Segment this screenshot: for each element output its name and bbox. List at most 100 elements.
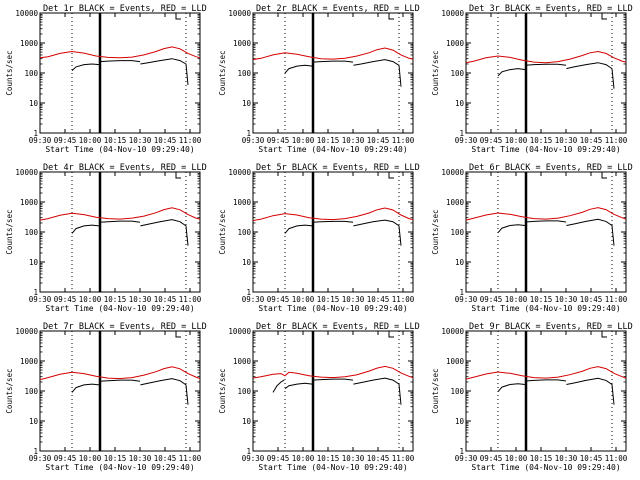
y-axis-label: Counts/sec — [5, 50, 14, 95]
y-tick-label: 100 — [237, 228, 251, 237]
y-tick-label: 1000 — [233, 357, 252, 366]
y-tick-label: 1 — [459, 288, 464, 297]
x-axis-label: Start Time (04-Nov-10 09:29:40) — [45, 463, 194, 472]
x-axis-label: Start Time (04-Nov-10 09:29:40) — [45, 304, 194, 313]
y-tick-label: 1000 — [20, 39, 39, 48]
x-tick-label: 09:45 — [54, 454, 77, 463]
x-tick-label: 11:00 — [605, 454, 628, 463]
events-series-line — [353, 59, 402, 87]
y-tick-label: 10000 — [228, 327, 251, 336]
x-tick-label: 10:30 — [342, 295, 365, 304]
y-tick-label: 10000 — [15, 9, 38, 18]
chart-title: Det 4r BLACK = Events, RED = LLD — [43, 163, 207, 173]
x-tick-label: 10:15 — [317, 136, 340, 145]
x-tick-label: 10:15 — [104, 295, 127, 304]
lld-series-line — [39, 207, 201, 221]
corner-bracket-mark — [175, 172, 181, 179]
events-series-line — [71, 383, 100, 393]
events-series-line — [353, 377, 402, 405]
x-tick-label: 10:00 — [505, 295, 528, 304]
corner-bracket-mark — [601, 331, 607, 338]
events-series-line — [140, 378, 189, 405]
y-tick-label: 1 — [459, 129, 464, 138]
y-tick-label: 10 — [29, 417, 39, 426]
y-axis-label: Counts/sec — [431, 209, 440, 254]
lld-series-line — [39, 366, 201, 381]
y-axis-label: Counts/sec — [218, 50, 227, 95]
x-tick-label: 09:30 — [29, 136, 52, 145]
x-tick-label: 11:00 — [605, 295, 628, 304]
chart-panel-7: Det 7r BLACK = Events, RED = LLD 09:30 09:… — [5, 322, 207, 472]
x-tick-label: 10:00 — [79, 454, 102, 463]
x-tick-label: 09:30 — [242, 136, 265, 145]
events-series-line — [284, 224, 313, 234]
y-tick-label: 1000 — [20, 357, 39, 366]
y-axis-label: Counts/sec — [5, 368, 14, 413]
y-tick-label: 1 — [33, 447, 38, 456]
chart-panel-1: Det 1r BLACK = Events, RED = LLD 09:30 09:… — [5, 4, 207, 154]
chart-panel-8: Det 8r BLACK = Events, RED = LLD 09:30 09:… — [218, 322, 420, 472]
events-series-line — [99, 60, 141, 63]
events-series-line — [525, 379, 567, 382]
x-tick-label: 10:00 — [505, 454, 528, 463]
y-tick-label: 1 — [459, 447, 464, 456]
x-tick-label: 10:45 — [367, 136, 390, 145]
x-tick-label: 09:30 — [29, 295, 52, 304]
events-series-line — [566, 62, 615, 89]
events-series-line — [99, 379, 141, 382]
y-tick-label: 100 — [24, 69, 38, 78]
x-tick-label: 10:15 — [530, 136, 553, 145]
y-tick-label: 10000 — [441, 9, 464, 18]
chart-panel-4: Det 4r BLACK = Events, RED = LLD 09:30 09:… — [5, 163, 207, 313]
y-tick-label: 1 — [33, 129, 38, 138]
chart-title: Det 1r BLACK = Events, RED = LLD — [43, 4, 207, 14]
y-tick-label: 10000 — [15, 168, 38, 177]
x-tick-label: 09:45 — [54, 295, 77, 304]
x-tick-label: 09:30 — [29, 454, 52, 463]
y-tick-label: 10 — [455, 258, 465, 267]
x-tick-label: 10:15 — [104, 454, 127, 463]
x-tick-label: 10:00 — [292, 295, 315, 304]
corner-bracket-mark — [175, 13, 181, 20]
x-tick-label: 10:00 — [292, 454, 315, 463]
x-tick-label: 10:45 — [367, 295, 390, 304]
y-tick-label: 10000 — [441, 168, 464, 177]
y-tick-label: 100 — [450, 228, 464, 237]
y-tick-label: 1 — [246, 129, 251, 138]
x-tick-label: 10:15 — [317, 295, 340, 304]
corner-bracket-mark — [388, 172, 394, 179]
events-series-line — [71, 224, 100, 234]
y-tick-label: 10 — [242, 258, 252, 267]
corner-bracket-mark — [388, 13, 394, 20]
x-axis-label: Start Time (04-Nov-10 09:29:40) — [471, 463, 620, 472]
x-tick-label: 11:00 — [392, 295, 415, 304]
lld-series-line — [465, 366, 627, 380]
chart-title: Det 6r BLACK = Events, RED = LLD — [469, 163, 633, 173]
y-tick-label: 1 — [246, 447, 251, 456]
y-tick-label: 100 — [24, 228, 38, 237]
x-tick-label: 09:45 — [480, 136, 503, 145]
events-series-line — [71, 63, 100, 71]
x-tick-label: 11:00 — [605, 136, 628, 145]
y-tick-label: 10000 — [441, 327, 464, 336]
x-tick-label: 10:30 — [129, 454, 152, 463]
chart-panel-5: Det 5r BLACK = Events, RED = LLD 09:30 09:… — [218, 163, 420, 313]
y-tick-label: 10 — [29, 99, 39, 108]
events-series-line — [497, 68, 526, 77]
events-series-line — [525, 220, 567, 223]
x-tick-label: 09:30 — [242, 295, 265, 304]
y-axis-label: Counts/sec — [218, 209, 227, 254]
y-tick-label: 1000 — [446, 39, 465, 48]
y-tick-label: 10 — [242, 99, 252, 108]
corner-bracket-mark — [601, 172, 607, 179]
events-series-line — [284, 382, 313, 390]
x-tick-label: 10:30 — [342, 454, 365, 463]
chart-title: Det 8r BLACK = Events, RED = LLD — [256, 322, 420, 332]
y-tick-label: 1 — [246, 288, 251, 297]
y-tick-label: 10000 — [15, 327, 38, 336]
events-series-line — [566, 218, 615, 246]
x-tick-label: 10:15 — [104, 136, 127, 145]
